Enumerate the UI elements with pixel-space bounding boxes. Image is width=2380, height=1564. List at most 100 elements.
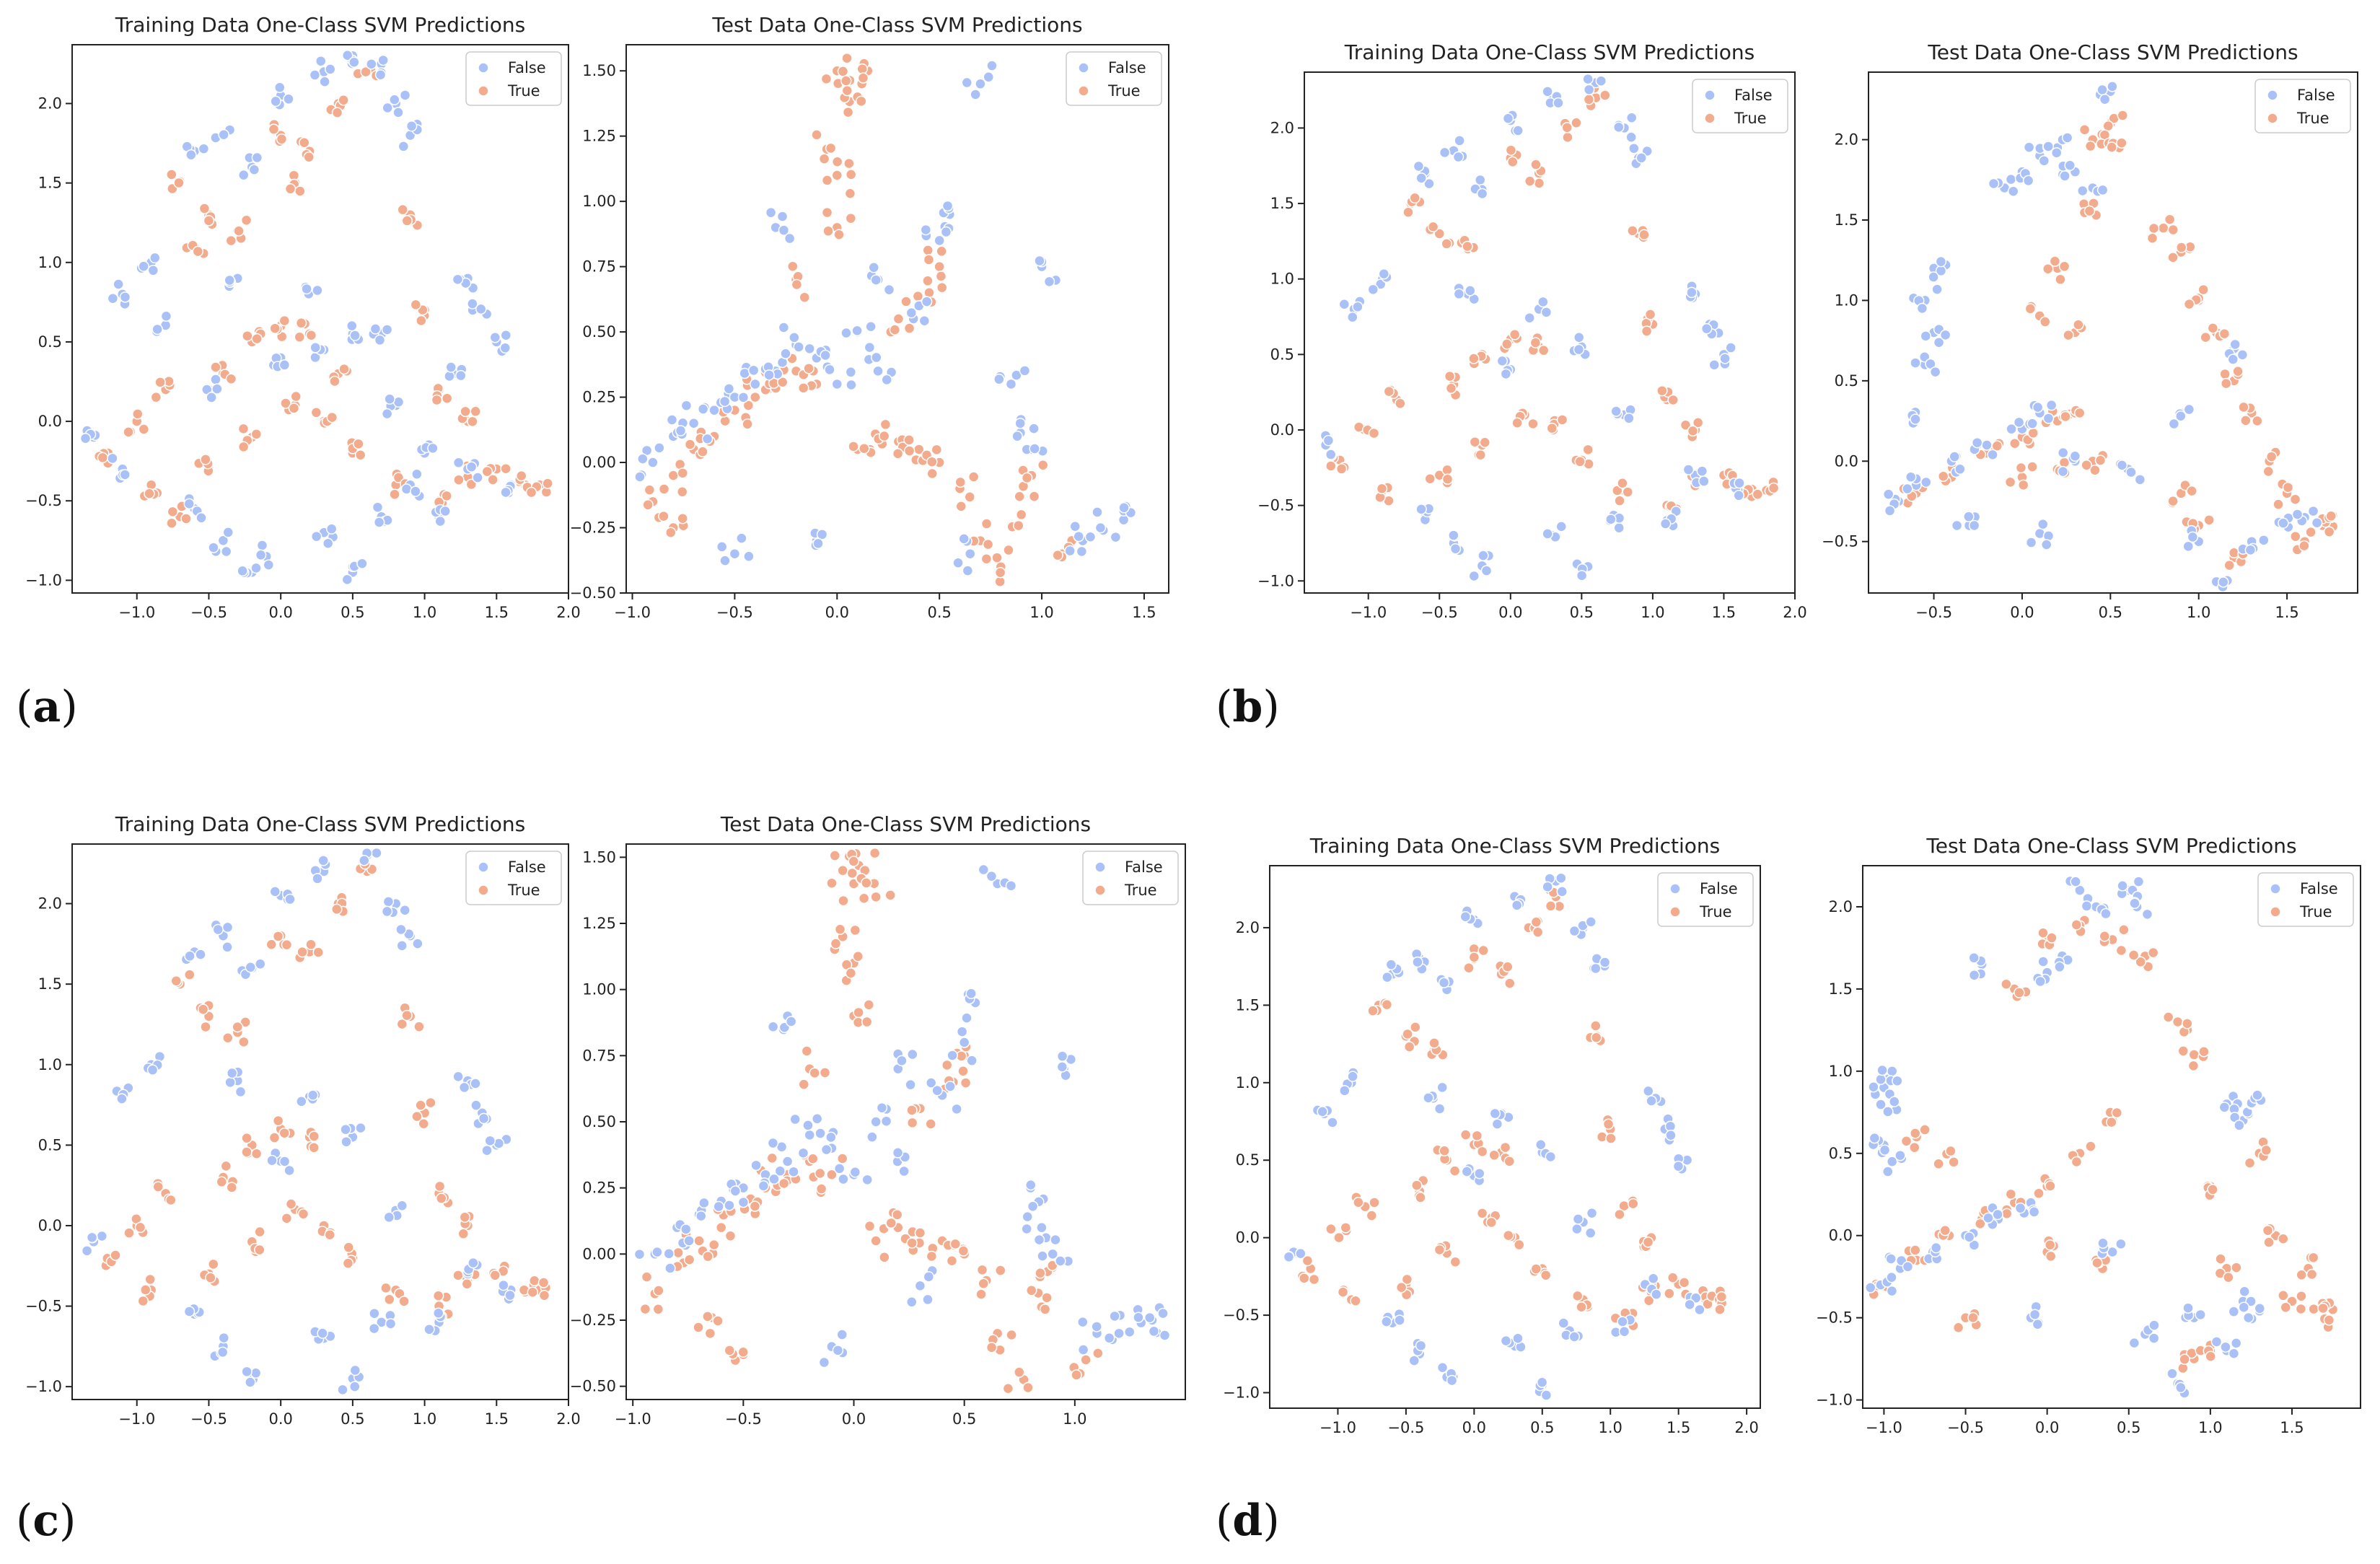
- point-true: [396, 1018, 408, 1030]
- point-true: [2172, 1016, 2184, 1028]
- point-true: [982, 538, 994, 550]
- point-true: [1582, 444, 1594, 456]
- legend-marker-true: [1669, 906, 1681, 918]
- point-false: [1055, 1255, 1066, 1267]
- point-true: [222, 1032, 234, 1044]
- point-false: [269, 886, 281, 897]
- point-false: [680, 1223, 692, 1235]
- point-true: [1909, 1141, 1920, 1154]
- point-true: [425, 1097, 436, 1109]
- point-false: [1902, 1261, 1914, 1273]
- point-false: [1590, 962, 1602, 975]
- point-false: [1021, 1223, 1032, 1235]
- point-false: [1412, 956, 1423, 968]
- point-true: [2182, 1018, 2193, 1029]
- point-false: [2220, 1341, 2231, 1353]
- point-false: [470, 1099, 482, 1111]
- point-true: [684, 439, 696, 450]
- axes-frame: [71, 843, 569, 1400]
- chart-c-training: Training Data One-Class SVM Predictions −…: [25, 812, 581, 1428]
- panel-label-b-letter: b: [1232, 682, 1263, 732]
- point-true: [1939, 1224, 1951, 1236]
- point-true: [1041, 1292, 1053, 1304]
- point-true: [2207, 1184, 2218, 1195]
- point-false: [993, 373, 1005, 385]
- legend: False True: [1657, 872, 1754, 927]
- point-true: [853, 1006, 864, 1019]
- point-false: [149, 252, 161, 264]
- point-false: [723, 383, 735, 395]
- point-false: [1346, 311, 1358, 323]
- point-false: [2037, 518, 2049, 530]
- point-false: [499, 342, 511, 354]
- point-false: [107, 292, 119, 304]
- point-false: [317, 855, 329, 866]
- point-false: [2244, 544, 2257, 556]
- point-false: [698, 1197, 710, 1209]
- legend: False True: [1066, 51, 1162, 106]
- point-true: [467, 416, 478, 428]
- point-true: [220, 1160, 232, 1172]
- point-false: [2183, 403, 2195, 416]
- point-true: [2308, 1303, 2319, 1315]
- point-false: [1374, 278, 1387, 290]
- point-false: [1143, 1312, 1156, 1324]
- point-false: [797, 1147, 809, 1159]
- point-false: [1378, 268, 1390, 280]
- point-true: [749, 1200, 761, 1212]
- point-true: [2220, 377, 2232, 390]
- point-false: [1888, 1096, 1900, 1107]
- point-true: [200, 454, 211, 465]
- point-true: [677, 512, 688, 524]
- point-false: [2229, 338, 2241, 351]
- point-true: [814, 1167, 826, 1179]
- point-false: [234, 1086, 247, 1098]
- point-false: [1423, 1092, 1434, 1104]
- point-false: [965, 988, 977, 999]
- point-false: [918, 315, 931, 327]
- point-false: [1573, 331, 1585, 343]
- point-false: [2278, 517, 2289, 529]
- point-true: [525, 486, 537, 498]
- point-false: [2245, 1296, 2257, 1307]
- point-true: [831, 156, 843, 168]
- point-true: [1945, 1145, 1957, 1157]
- point-false: [2182, 1302, 2194, 1314]
- point-true: [1471, 1130, 1483, 1142]
- point-false: [237, 565, 248, 577]
- point-false: [1480, 565, 1493, 576]
- point-true: [2252, 415, 2263, 427]
- point-false: [195, 949, 206, 960]
- point-true: [1433, 228, 1445, 240]
- point-true: [1511, 417, 1523, 429]
- point-true: [859, 443, 870, 454]
- point-false: [758, 1180, 770, 1192]
- x-tick-label: 0.5: [927, 604, 951, 621]
- y-tick-label: 2.0: [1236, 919, 1260, 936]
- point-true: [1006, 1329, 1017, 1341]
- point-true: [415, 1099, 426, 1111]
- point-true: [841, 52, 853, 64]
- point-false: [881, 374, 892, 386]
- point-false: [1084, 531, 1097, 542]
- point-false: [1916, 302, 1928, 315]
- point-true: [170, 975, 183, 987]
- point-true: [677, 467, 689, 479]
- point-false: [952, 557, 964, 568]
- point-false: [940, 226, 952, 238]
- point-false: [1595, 75, 1607, 87]
- point-true: [900, 296, 912, 307]
- point-false: [1025, 1179, 1037, 1191]
- point-true: [776, 377, 789, 388]
- point-false: [683, 1235, 695, 1247]
- point-false: [222, 527, 234, 538]
- point-false: [1553, 97, 1564, 109]
- point-false: [783, 232, 796, 245]
- point-true: [397, 203, 408, 216]
- point-true: [166, 169, 177, 180]
- x-tick-label: −1.0: [118, 604, 155, 621]
- point-true: [766, 1152, 778, 1164]
- point-false: [1347, 1071, 1358, 1082]
- point-true: [2262, 465, 2275, 478]
- y-tick-label: 0.5: [1236, 1151, 1260, 1169]
